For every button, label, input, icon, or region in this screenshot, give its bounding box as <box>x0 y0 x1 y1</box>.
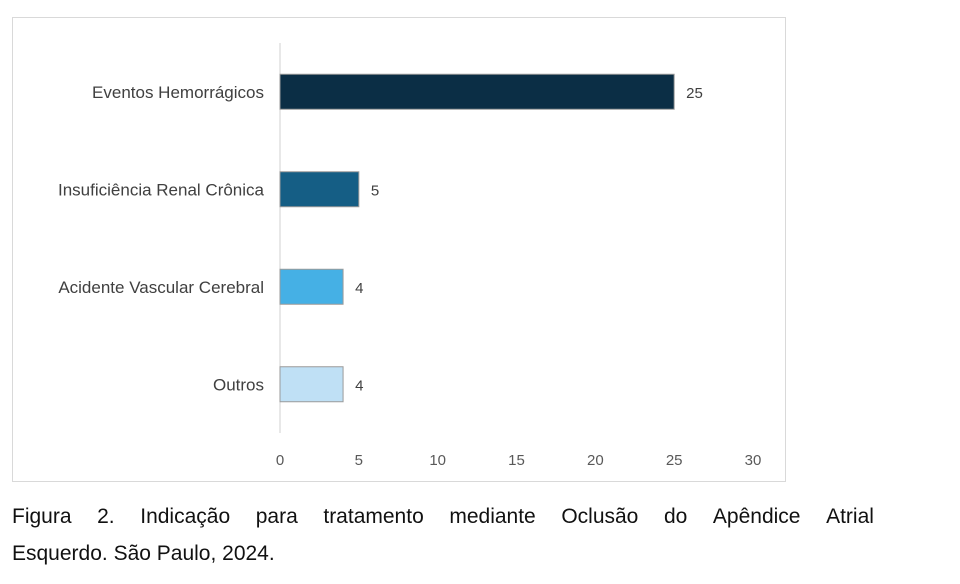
data-label: 25 <box>686 85 703 102</box>
x-tick-label: 0 <box>276 452 284 469</box>
caption-word: tratamento <box>323 505 424 528</box>
caption-line-1: Figura 2. Indicação para tratamento mediante O… <box>12 498 874 535</box>
x-tick-label: 30 <box>745 452 762 469</box>
caption-word: mediante <box>449 505 536 528</box>
caption-word: Figura <box>12 505 72 528</box>
category-label: Acidente Vascular Cerebral <box>58 278 264 297</box>
data-label: 4 <box>355 377 363 394</box>
x-tick-label: 25 <box>666 452 683 469</box>
caption-word: 2. <box>97 505 115 528</box>
category-label: Insuficiência Renal Crônica <box>58 180 265 199</box>
x-tick-label: 15 <box>508 452 525 469</box>
bar <box>279 366 344 403</box>
bar <box>279 268 344 305</box>
data-label: 5 <box>371 182 379 199</box>
bar-chart: Eventos Hemorrágicos 25 Insuficiência Rena… <box>58 43 762 469</box>
bar <box>279 171 360 208</box>
caption-word: Atrial <box>826 505 874 528</box>
caption-line-2: Esquerdo. São Paulo, 2024. <box>12 542 275 565</box>
caption-word: Apêndice <box>712 505 801 528</box>
caption-word: Indicação <box>140 505 231 528</box>
caption-word: Oclusão <box>561 505 639 528</box>
x-tick-label: 10 <box>429 452 446 469</box>
x-tick-label: 20 <box>587 452 604 469</box>
category-label: Outros <box>213 375 264 394</box>
chart-frame: Eventos Hemorrágicos 25 Insuficiência Rena… <box>12 17 786 482</box>
data-label: 4 <box>355 280 363 297</box>
caption-word: do <box>663 505 688 528</box>
caption-word: para <box>255 505 298 528</box>
figure-caption: Figura 2. Indicação para tratamento mediante O… <box>12 498 874 572</box>
category-label: Eventos Hemorrágicos <box>92 83 264 102</box>
bar <box>279 73 675 110</box>
x-tick-label: 5 <box>355 452 363 469</box>
